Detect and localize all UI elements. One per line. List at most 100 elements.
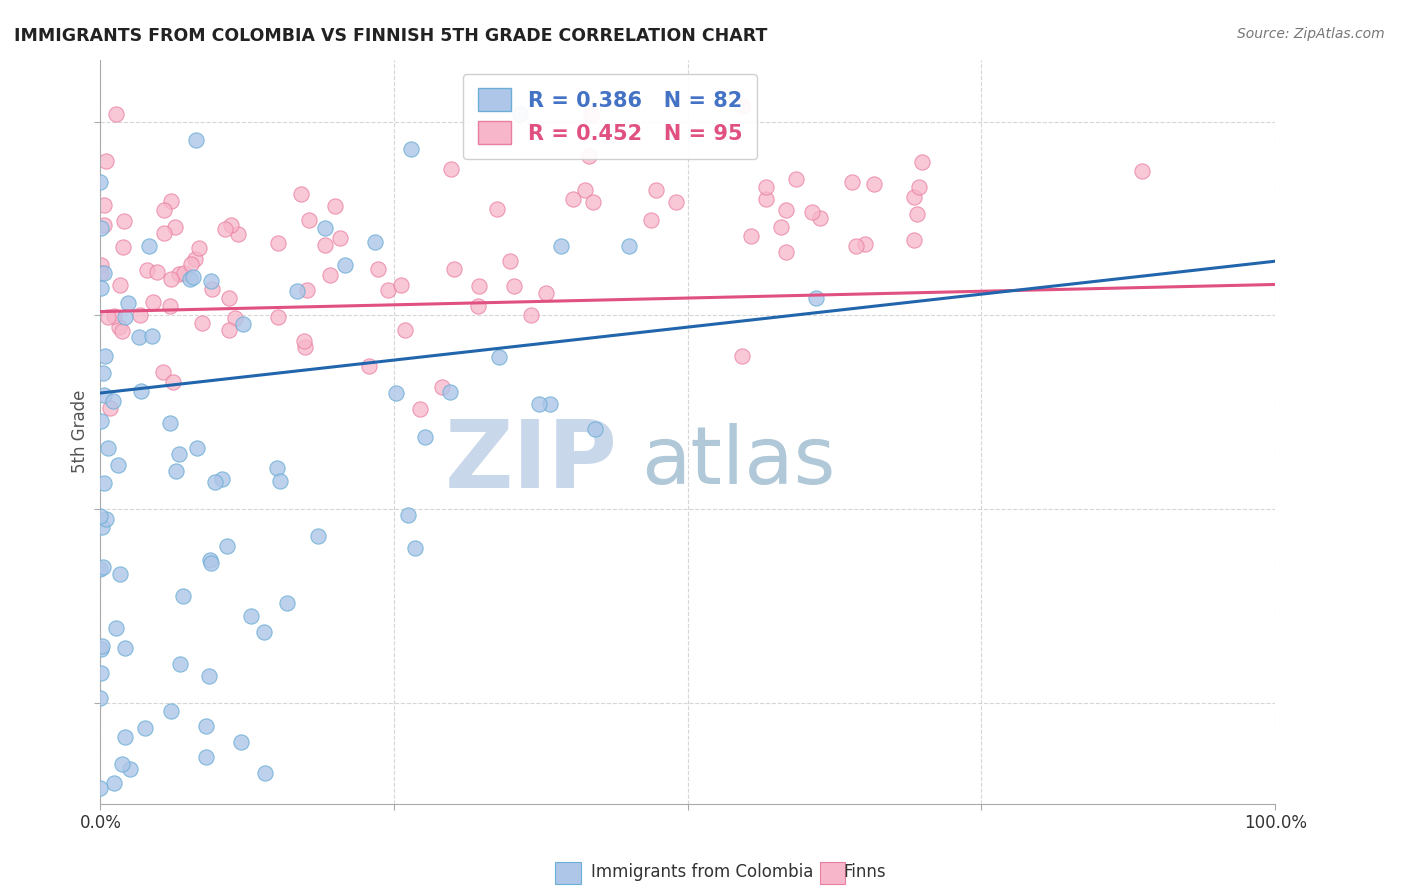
Point [211, 472, 233, 486]
Point [94, 154, 117, 169]
Point [89, 175, 111, 189]
Point [285, 284, 308, 298]
Point [117, 296, 139, 310]
Point [138, 239, 160, 253]
Point [413, 430, 436, 444]
Point [90, 258, 112, 272]
Point [195, 719, 218, 733]
Point [165, 464, 187, 478]
Point [159, 272, 181, 286]
Point [112, 240, 135, 254]
Point [191, 316, 214, 330]
Point [90, 221, 112, 235]
Point [267, 235, 290, 250]
Point [432, 380, 454, 394]
Point [114, 310, 136, 324]
Point [333, 258, 356, 272]
Point [97, 310, 120, 324]
Point [367, 262, 389, 277]
Point [231, 735, 253, 749]
Point [467, 299, 489, 313]
Point [90, 266, 112, 280]
Point [103, 310, 125, 324]
Point [404, 541, 426, 555]
Point [294, 334, 316, 348]
Point [97, 441, 120, 455]
Point [617, 239, 640, 253]
Point [1130, 164, 1153, 178]
Point [96, 511, 118, 525]
Point [224, 311, 246, 326]
Point [93, 475, 115, 490]
Point [578, 149, 600, 163]
Point [93, 388, 115, 402]
Point [908, 179, 931, 194]
Point [104, 107, 127, 121]
Text: IMMIGRANTS FROM COLOMBIA VS FINNISH 5TH GRADE CORRELATION CHART: IMMIGRANTS FROM COLOMBIA VS FINNISH 5TH … [14, 27, 768, 45]
Text: Finns: Finns [844, 863, 886, 881]
Point [583, 422, 606, 436]
Point [645, 183, 668, 197]
Point [582, 195, 605, 210]
Point [186, 441, 208, 455]
Point [509, 107, 531, 121]
Point [502, 279, 524, 293]
Point [114, 731, 136, 745]
Point [90, 665, 112, 680]
Point [862, 178, 884, 192]
Point [731, 99, 754, 113]
Point [468, 278, 491, 293]
Point [297, 283, 319, 297]
Point [740, 229, 762, 244]
Point [755, 192, 778, 206]
Point [152, 365, 174, 379]
Point [167, 447, 190, 461]
Point [319, 268, 342, 282]
Point [91, 559, 114, 574]
Text: atlas: atlas [641, 423, 835, 500]
Point [323, 199, 346, 213]
Point [394, 323, 416, 337]
Text: ZIP: ZIP [444, 416, 617, 508]
Point [754, 179, 776, 194]
Point [385, 386, 408, 401]
Point [232, 317, 254, 331]
Point [550, 239, 572, 253]
Point [911, 154, 934, 169]
Point [162, 375, 184, 389]
Point [91, 366, 114, 380]
Text: Immigrants from Colombia: Immigrants from Colombia [591, 863, 813, 881]
Point [198, 668, 221, 682]
Point [111, 324, 134, 338]
Point [108, 567, 131, 582]
Point [180, 257, 202, 271]
Point [201, 282, 224, 296]
Point [160, 704, 183, 718]
Point [90, 414, 112, 428]
Point [290, 187, 312, 202]
Point [409, 401, 432, 416]
Point [200, 274, 222, 288]
Point [240, 609, 263, 624]
Point [91, 519, 114, 533]
Point [110, 278, 132, 293]
Point [179, 272, 201, 286]
Point [665, 194, 688, 209]
Point [103, 776, 125, 790]
Point [111, 757, 134, 772]
Point [159, 298, 181, 312]
Point [486, 202, 509, 216]
Point [89, 690, 111, 705]
Point [276, 596, 298, 610]
Point [90, 640, 112, 654]
Point [903, 190, 925, 204]
Point [498, 253, 520, 268]
Point [538, 397, 561, 411]
Point [169, 657, 191, 671]
Point [204, 475, 226, 489]
Point [314, 220, 336, 235]
Point [183, 252, 205, 266]
Text: Source: ZipAtlas.com: Source: ZipAtlas.com [1237, 27, 1385, 41]
Y-axis label: 5th Grade: 5th Grade [72, 390, 89, 474]
Point [200, 556, 222, 570]
